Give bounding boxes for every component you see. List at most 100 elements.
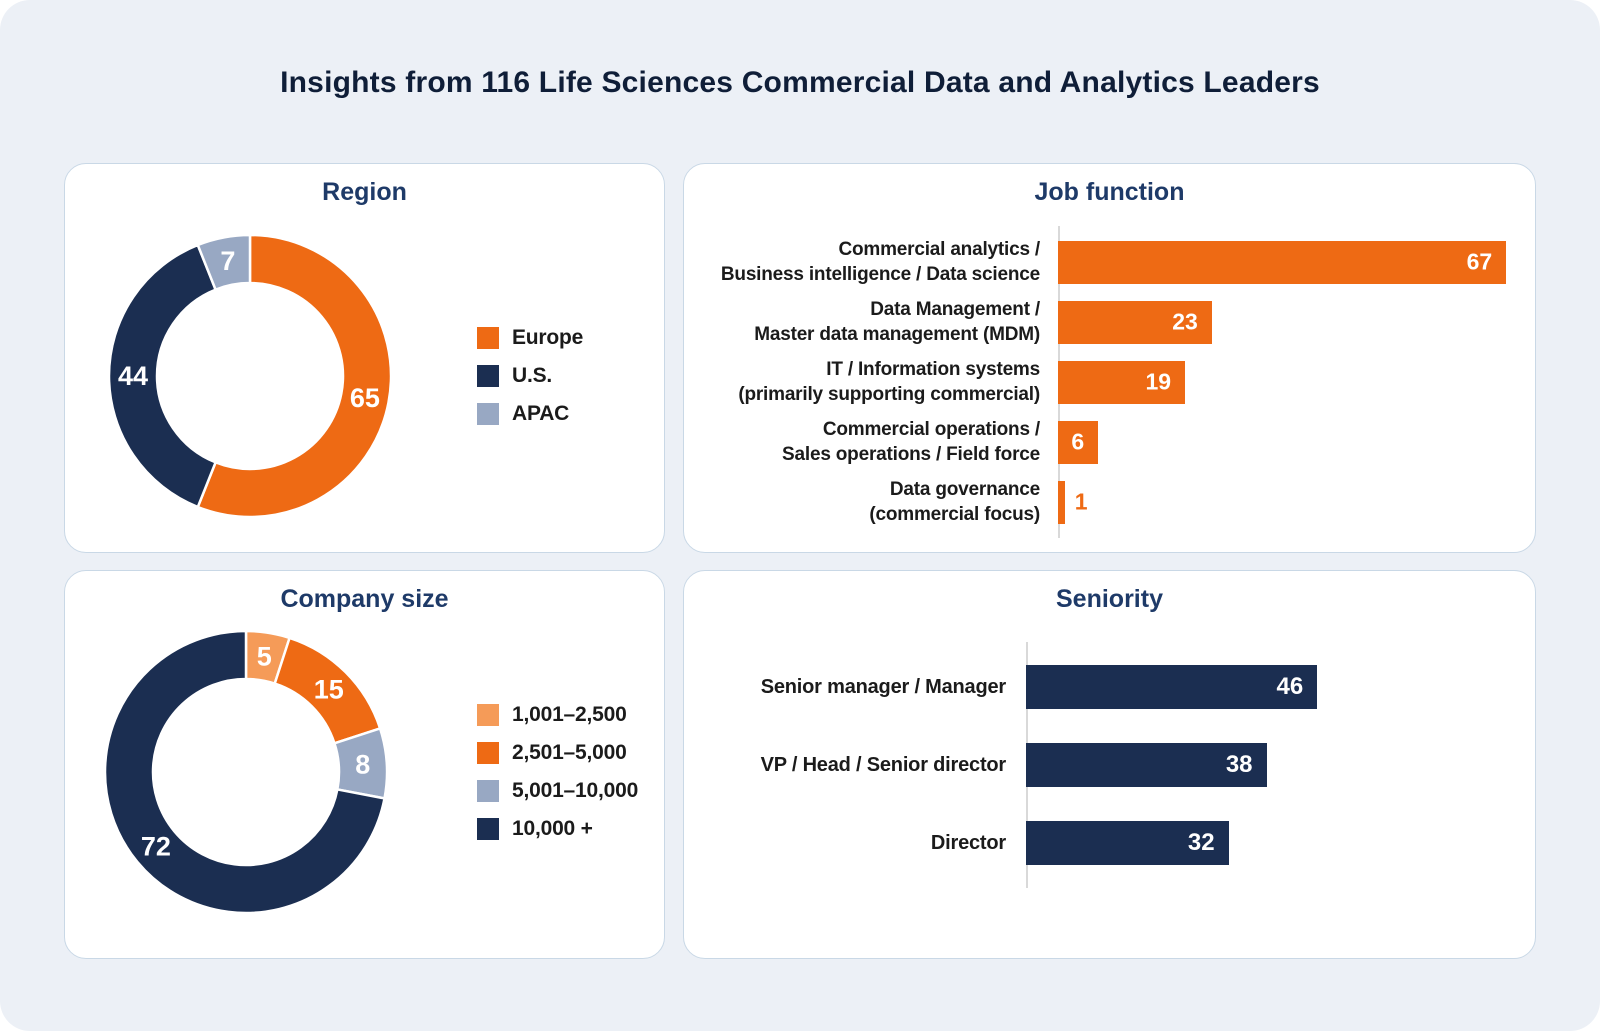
legend-label: 1,001–2,500	[512, 703, 627, 726]
bar-it-information-systems-primarily-supporting-commercial: 19	[1058, 360, 1186, 404]
bar-row-senior-manager-manager: Senior manager / Manager 46	[684, 648, 1523, 726]
legend-label: U.S.	[512, 364, 553, 387]
bar-director: 32	[1026, 821, 1229, 865]
bar-label-line: VP / Head / Senior director	[760, 753, 1007, 776]
panel-region: Region 65 44 7 Europe U.S. APAC	[64, 163, 665, 553]
legend-label: 5,001–10,000	[512, 779, 639, 802]
donut-slice-10-000	[103, 629, 386, 915]
legend-swatch-apac	[477, 403, 499, 425]
panel-job-function: Job function Commercial analytics / Busin…	[683, 163, 1536, 553]
legend-label: 2,501–5,000	[512, 741, 627, 764]
bar-track: 6	[1058, 412, 1523, 472]
bar-label-line: Data Management /	[870, 298, 1040, 320]
legend-swatch-10-000	[477, 818, 499, 840]
bar-label: Senior manager / Manager	[684, 674, 1026, 700]
bar-value: 23	[1172, 308, 1198, 335]
bar-value: 46	[1276, 673, 1304, 700]
page-title: Insights from 116 Life Sciences Commerci…	[280, 66, 1320, 99]
legend-item-2-501-5-000: 2,501–5,000	[477, 741, 638, 765]
bar-row-it-information-systems-primarily-supporting-commercial: IT / Information systems (primarily suppo…	[684, 352, 1523, 412]
bar-value: 19	[1145, 368, 1172, 395]
bar-label: Data governance (commercial focus)	[684, 477, 1058, 527]
donut-value-5-001-10-000: 8	[355, 750, 370, 780]
legend-label: 10,000 +	[512, 817, 593, 840]
donut-value-10-000: 72	[141, 832, 171, 862]
bar-label-line: Commercial analytics /	[838, 238, 1040, 260]
bar-value: 32	[1187, 829, 1215, 856]
bar-label-line: Director	[930, 831, 1006, 854]
bar-row-data-governance-commercial-focus: Data governance (commercial focus) 1	[684, 472, 1523, 532]
bar-label-line: Commercial operations /	[822, 418, 1040, 440]
legend-swatch-1-001-2-500	[477, 704, 499, 726]
legend-item-apac: APAC	[477, 402, 583, 426]
bar-label-line: Data governance	[889, 478, 1040, 500]
bar-label: Commercial analytics / Business intellige…	[684, 237, 1058, 287]
job-function-bar-chart: Commercial analytics / Business intellige…	[684, 164, 1535, 552]
bar-label-line: Senior manager / Manager	[760, 675, 1006, 698]
bar-label: VP / Head / Senior director	[684, 752, 1026, 778]
legend-swatch-europe	[477, 327, 499, 349]
bar-track: 46	[1026, 648, 1523, 726]
seniority-bar-chart: Senior manager / Manager 46 VP / Head / Se…	[684, 571, 1535, 958]
legend-label: APAC	[512, 402, 570, 425]
legend-swatch-u-s	[477, 365, 499, 387]
bar-commercial-operations-sales-operations-field-force: 6	[1058, 420, 1099, 464]
bar-label: Commercial operations / Sales operations …	[684, 417, 1058, 467]
bar-track: 19	[1058, 352, 1523, 412]
bar-track: 23	[1058, 292, 1523, 352]
bar-value: 38	[1225, 751, 1253, 778]
bar-value: 6	[1071, 428, 1085, 455]
bar-label-line: (commercial focus)	[869, 504, 1040, 525]
panel-title-seniority: Seniority	[1056, 585, 1163, 613]
bar-label-line: (primarily supporting commercial)	[738, 384, 1040, 405]
bar-row-vp-head-senior-director: VP / Head / Senior director 38	[684, 726, 1523, 804]
bar-track: 1	[1058, 472, 1523, 532]
job_function-bars: Commercial analytics / Business intellige…	[684, 226, 1523, 538]
panel-seniority: Seniority Senior manager / Manager 46 VP /…	[683, 570, 1536, 959]
donut-slice-europe	[196, 233, 393, 519]
bar-label-line: Master data management (MDM)	[754, 324, 1040, 345]
bar-row-commercial-analytics-business-intelligence-data-science: Commercial analytics / Business intellige…	[684, 232, 1523, 292]
bar-senior-manager-manager: 46	[1026, 665, 1318, 709]
donut-value-apac: 7	[220, 246, 235, 276]
bar-label: IT / Information systems (primarily suppo…	[684, 357, 1058, 407]
legend-swatch-2-501-5-000	[477, 742, 499, 764]
bar-label-line: Business intelligence / Data science	[720, 264, 1040, 285]
bar-label: Director	[684, 830, 1026, 856]
donut-slice-u-s	[107, 243, 218, 509]
legend-item-europe: Europe	[477, 326, 583, 350]
bar-row-data-management-master-data-management-mdm: Data Management / Master data management …	[684, 292, 1523, 352]
bar-label-line: Sales operations / Field force	[782, 444, 1040, 465]
company_size-donut: 5 15 8 72	[103, 629, 389, 915]
bar-track: 32	[1026, 804, 1523, 882]
seniority-bars: Senior manager / Manager 46 VP / Head / Se…	[684, 642, 1523, 888]
bar-commercial-analytics-business-intelligence-data-science: 67	[1058, 240, 1507, 284]
bar-label: Data Management / Master data management …	[684, 297, 1058, 347]
donut-slice-apac	[196, 233, 252, 292]
region-legend: Europe U.S. APAC	[477, 231, 583, 521]
legend-item-10-000: 10,000 +	[477, 817, 638, 841]
panel-title-company-size: Company size	[280, 585, 449, 613]
panel-company-size: Company size 5 15 8 72 1,001–2,500 2,501–5,00…	[64, 570, 665, 959]
bar-data-governance-commercial-focus	[1058, 480, 1065, 524]
bar-vp-head-senior-director: 38	[1026, 743, 1267, 787]
donut-value-1-001-2-500: 5	[257, 641, 272, 671]
donut-value-2-501-5-000: 15	[314, 674, 344, 704]
legend-item-5-001-10-000: 5,001–10,000	[477, 779, 638, 803]
legend-item-u-s: U.S.	[477, 364, 583, 388]
bar-track: 38	[1026, 726, 1523, 804]
legend-label: Europe	[512, 326, 584, 349]
bar-label-line: IT / Information systems	[826, 358, 1040, 380]
bar-track: 67	[1058, 232, 1523, 292]
bar-row-commercial-operations-sales-operations-field-force: Commercial operations / Sales operations …	[684, 412, 1523, 472]
legend-item-1-001-2-500: 1,001–2,500	[477, 703, 638, 727]
region-donut-chart: 65 44 7 Europe U.S. APAC	[65, 164, 664, 552]
legend-swatch-5-001-10-000	[477, 780, 499, 802]
panel-title-region: Region	[322, 178, 407, 206]
bar-row-director: Director 32	[684, 804, 1523, 882]
region-donut: 65 44 7	[107, 233, 393, 519]
company-size-donut-chart: 5 15 8 72 1,001–2,500 2,501–5,000 5,001–10,000…	[65, 571, 664, 958]
bar-value: 1	[1074, 488, 1088, 515]
company_size-legend: 1,001–2,500 2,501–5,000 5,001–10,000 10,000…	[477, 627, 638, 917]
